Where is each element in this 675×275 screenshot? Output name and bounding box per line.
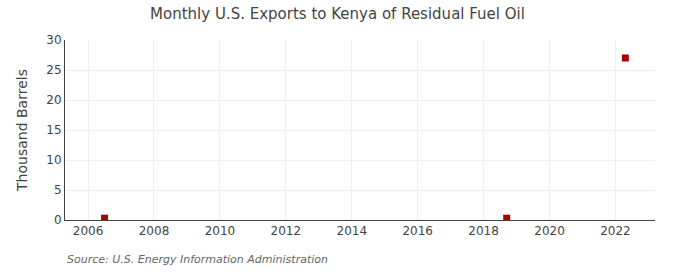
svg-text:2014: 2014 [336,224,367,238]
svg-text:2008: 2008 [139,224,170,238]
svg-text:5: 5 [54,183,62,197]
svg-text:2010: 2010 [205,224,236,238]
svg-text:25: 25 [46,63,61,77]
svg-text:30: 30 [46,33,61,47]
svg-text:2018: 2018 [468,224,499,238]
svg-text:2006: 2006 [73,224,104,238]
svg-text:Thousand Barrels: Thousand Barrels [14,69,30,192]
svg-text:Monthly U.S. Exports to Kenya: Monthly U.S. Exports to Kenya of Residua… [150,5,525,23]
svg-text:0: 0 [54,213,62,227]
svg-text:2016: 2016 [402,224,433,238]
svg-text:2020: 2020 [534,224,565,238]
svg-text:2012: 2012 [271,224,302,238]
svg-text:10: 10 [46,153,61,167]
svg-text:20: 20 [46,93,61,107]
svg-text:Source: U.S. Energy Informatio: Source: U.S. Energy Information Administ… [67,253,328,266]
svg-text:15: 15 [46,123,61,137]
svg-text:2022: 2022 [600,224,631,238]
